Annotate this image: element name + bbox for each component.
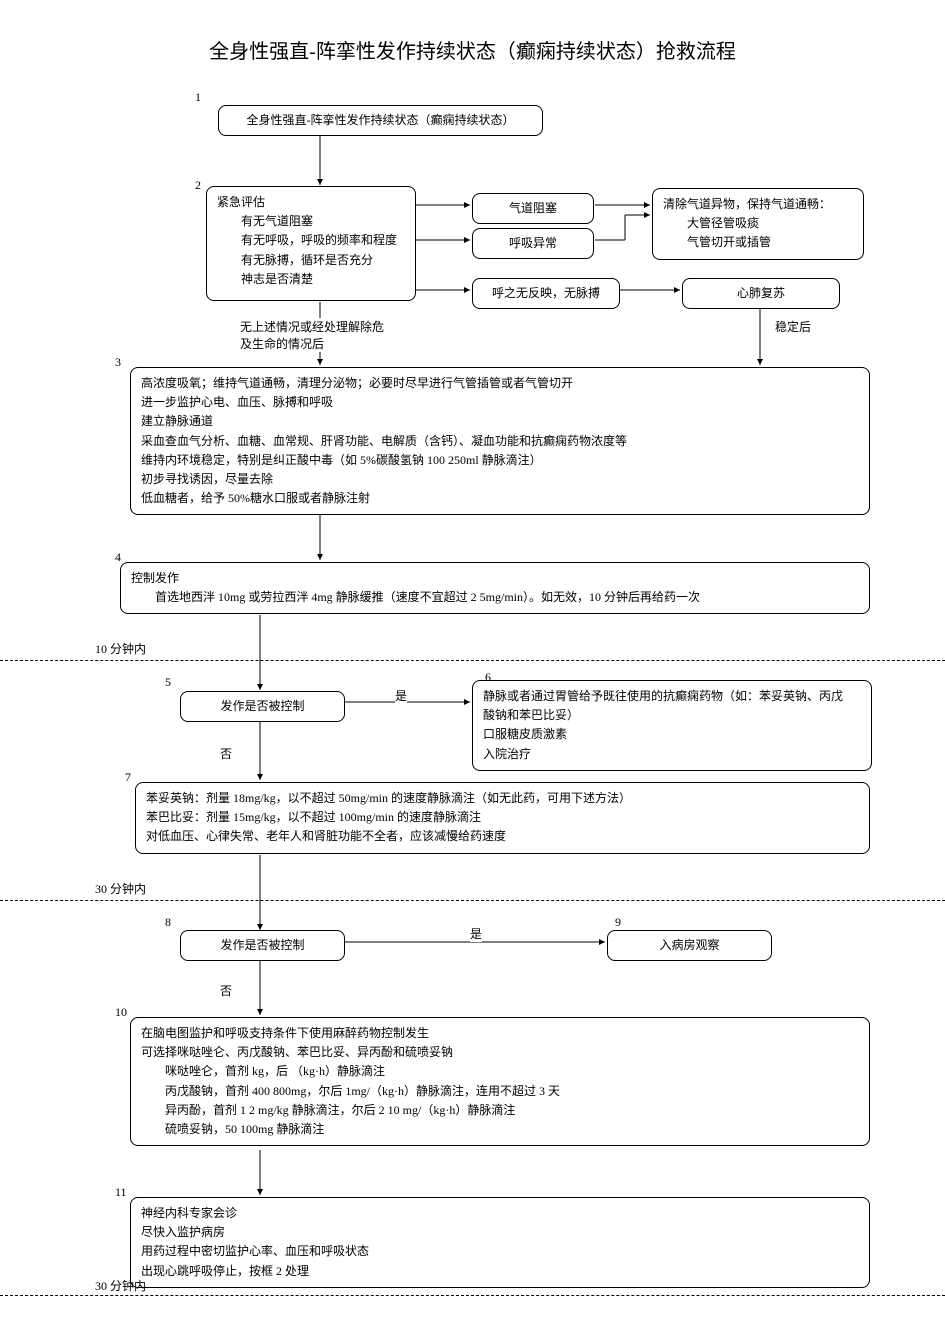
node-3-l5: 维持内环境稳定，特别是纠正酸中毒（如 5%碳酸氢钠 100 250ml 静脉滴注…: [141, 451, 859, 470]
node-3: 高浓度吸氧；维持气道通畅，清理分泌物；必要时尽早进行气管插管或者气管切开 进一步…: [130, 367, 870, 515]
transition-2-3: 无上述情况或经处理解除危 及生命的情况后: [240, 318, 384, 352]
step-num-3: 3: [115, 355, 121, 370]
node-3-l3: 建立静脉通道: [141, 412, 859, 431]
node-6: 静脉或者通过胃管给予既往使用的抗癫痫药物（如：苯妥英钠、丙戊 酸钠和苯巴比妥） …: [472, 680, 872, 771]
node-3-l2: 进一步监护心电、血压、脉搏和呼吸: [141, 393, 859, 412]
no-8: 否: [220, 982, 232, 999]
page-title: 全身性强直-阵挛性发作持续状态（癫痫持续状态）抢救流程: [0, 35, 945, 64]
node-10-l4: 丙戊酸钠，首剂 400 800mg，尔后 1mg/（kg·h）静脉滴注，连用不超…: [141, 1082, 859, 1101]
node-11-l1: 神经内科专家会诊: [141, 1204, 859, 1223]
step-num-11: 11: [115, 1185, 127, 1200]
action-2ab-l3: 气管切开或插管: [663, 233, 853, 252]
node-11-l4: 出现心跳呼吸停止，按框 2 处理: [141, 1262, 859, 1281]
node-5-text: 发作是否被控制: [220, 699, 304, 713]
branch-2b: 呼吸异常: [472, 228, 594, 259]
dashed-line-3: [0, 1295, 945, 1296]
dashed-line-2: [0, 900, 945, 901]
node-11-l3: 用药过程中密切监护心率、血压和呼吸状态: [141, 1242, 859, 1261]
branch-2b-text: 呼吸异常: [509, 236, 557, 250]
node-2-l2: 有无呼吸，呼吸的频率和程度: [217, 231, 405, 250]
node-1-text: 全身性强直-阵挛性发作持续状态（癫痫持续状态）: [247, 113, 515, 127]
node-2-l4: 神志是否清楚: [217, 270, 405, 289]
step-num-7: 7: [125, 770, 131, 785]
no-5: 否: [220, 745, 232, 762]
step-num-1: 1: [195, 90, 201, 105]
action-2ab-l1: 清除气道异物，保持气道通畅：: [663, 195, 853, 214]
step-num-2: 2: [195, 178, 201, 193]
node-9: 入病房观察: [607, 930, 772, 961]
node-2-l1: 有无气道阻塞: [217, 212, 405, 231]
node-10-l5: 异丙酚，首剂 1 2 mg/kg 静脉滴注，尔后 2 10 mg/（kg·h）静…: [141, 1101, 859, 1120]
node-10-l3: 咪哒唑仑，首剂 kg，后 （kg·h）静脉滴注: [141, 1062, 859, 1081]
node-10-l2: 可选择咪哒唑仑、丙戊酸钠、苯巴比妥、异丙酚和硫喷妥钠: [141, 1043, 859, 1062]
action-2ab: 清除气道异物，保持气道通畅： 大管径管吸痰 气管切开或插管: [652, 188, 864, 260]
node-3-l1: 高浓度吸氧；维持气道通畅，清理分泌物；必要时尽早进行气管插管或者气管切开: [141, 374, 859, 393]
node-4: 控制发作 首选地西泮 10mg 或劳拉西泮 4mg 静脉缓推（速度不宜超过 2 …: [120, 562, 870, 614]
transition-stable: 稳定后: [775, 318, 811, 335]
action-2c-text: 心肺复苏: [737, 286, 785, 300]
node-3-l6: 初步寻找诱因，尽量去除: [141, 470, 859, 489]
node-6-l4: 入院治疗: [483, 745, 861, 764]
node-10: 在脑电图监护和呼吸支持条件下使用麻醉药物控制发生 可选择咪哒唑仑、丙戊酸钠、苯巴…: [130, 1017, 870, 1146]
branch-2c: 呼之无反映，无脉搏: [472, 278, 620, 309]
node-2-title: 紧急评估: [217, 193, 405, 212]
branch-2a: 气道阻塞: [472, 193, 594, 224]
node-7-l2: 苯巴比妥：剂量 15mg/kg，以不超过 100mg/min 的速度静脉滴注: [146, 808, 859, 827]
node-7: 苯妥英钠：剂量 18mg/kg，以不超过 50mg/min 的速度静脉滴注（如无…: [135, 782, 870, 854]
node-9-text: 入病房观察: [659, 938, 719, 952]
dashed-line-1: [0, 660, 945, 661]
node-6-l2: 酸钠和苯巴比妥）: [483, 706, 861, 725]
step-num-10: 10: [115, 1005, 127, 1020]
node-6-l3: 口服糖皮质激素: [483, 725, 861, 744]
node-10-l6: 硫喷妥钠，50 100mg 静脉滴注: [141, 1120, 859, 1139]
node-2-l3: 有无脉搏，循环是否充分: [217, 251, 405, 270]
node-8-text: 发作是否被控制: [220, 938, 304, 952]
node-7-l1: 苯妥英钠：剂量 18mg/kg，以不超过 50mg/min 的速度静脉滴注（如无…: [146, 789, 859, 808]
node-10-l1: 在脑电图监护和呼吸支持条件下使用麻醉药物控制发生: [141, 1024, 859, 1043]
node-7-l3: 对低血压、心律失常、老年人和肾脏功能不全者，应该减慢给药速度: [146, 827, 859, 846]
node-3-l7: 低血糖者，给予 50%糖水口服或者静脉注射: [141, 489, 859, 508]
node-3-l4: 采血查血气分析、血糖、血常规、肝肾功能、电解质（含钙）、凝血功能和抗癫痫药物浓度…: [141, 432, 859, 451]
action-2ab-l2: 大管径管吸痰: [663, 214, 853, 233]
node-11-l2: 尽快入监护病房: [141, 1223, 859, 1242]
step-num-5: 5: [165, 675, 171, 690]
branch-2a-text: 气道阻塞: [509, 201, 557, 215]
step-num-4: 4: [115, 550, 121, 565]
node-6-l1: 静脉或者通过胃管给予既往使用的抗癫痫药物（如：苯妥英钠、丙戊: [483, 687, 861, 706]
yes-8: 是: [470, 925, 482, 942]
node-4-l1: 首选地西泮 10mg 或劳拉西泮 4mg 静脉缓推（速度不宜超过 2 5mg/m…: [131, 588, 859, 607]
node-5: 发作是否被控制: [180, 691, 345, 722]
time-label-3: 30 分钟内: [95, 1277, 146, 1294]
node-11: 神经内科专家会诊 尽快入监护病房 用药过程中密切监护心率、血压和呼吸状态 出现心…: [130, 1197, 870, 1288]
time-label-2: 30 分钟内: [95, 880, 146, 897]
node-8: 发作是否被控制: [180, 930, 345, 961]
node-4-title: 控制发作: [131, 569, 859, 588]
step-num-8: 8: [165, 915, 171, 930]
branch-2c-text: 呼之无反映，无脉搏: [492, 286, 600, 300]
node-2: 紧急评估 有无气道阻塞 有无呼吸，呼吸的频率和程度 有无脉搏，循环是否充分 神志…: [206, 186, 416, 301]
node-1: 全身性强直-阵挛性发作持续状态（癫痫持续状态）: [218, 105, 543, 136]
time-label-1: 10 分钟内: [95, 640, 146, 657]
step-num-9: 9: [615, 915, 621, 930]
action-2c: 心肺复苏: [682, 278, 840, 309]
yes-5: 是: [395, 687, 407, 704]
